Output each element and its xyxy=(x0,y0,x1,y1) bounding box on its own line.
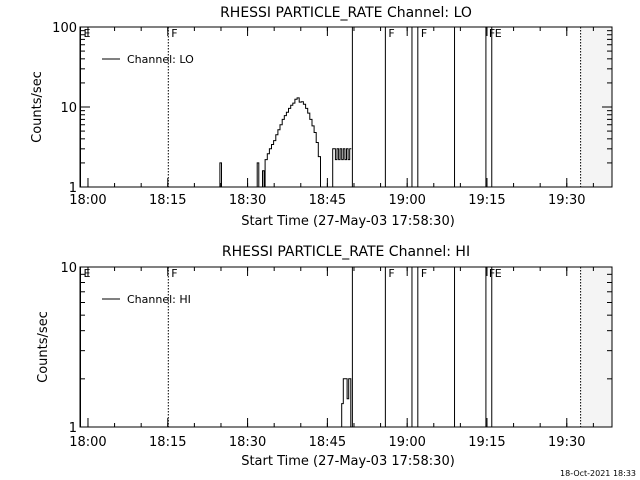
x-tick-label: 19:15 xyxy=(468,435,505,450)
x-tick-label: 19:30 xyxy=(548,193,585,208)
y-tick-label: 100 xyxy=(52,21,77,36)
x-tick-label: 18:15 xyxy=(149,435,186,450)
panel-hi: RHESSI PARTICLE_RATE Channel: HI 1 10 18:00… xyxy=(36,244,613,469)
event-marker-label-8: E xyxy=(495,267,502,280)
y-tick-label: 10 xyxy=(60,261,77,276)
y-tick-label: 1 xyxy=(69,181,77,196)
event-marker-label-5: F xyxy=(421,27,427,40)
event-marker-label-3: F xyxy=(388,27,394,40)
event-marker-label-1: F xyxy=(171,267,177,280)
x-axis-title: Start Time (27-May-03 17:58:30) xyxy=(241,454,455,469)
event-marker-label-0: E xyxy=(84,27,91,40)
x-tick-label: 18:15 xyxy=(149,193,186,208)
y-tick-label: 1 xyxy=(69,421,77,436)
x-tick-label: 18:00 xyxy=(69,435,106,450)
footer-timestamp: 18-Oct-2021 18:33 xyxy=(560,469,636,478)
y-axis-title: Counts/sec xyxy=(30,71,45,143)
x-tick-label: 18:45 xyxy=(309,435,346,450)
shaded-region xyxy=(580,267,612,427)
event-marker-label-1: F xyxy=(171,27,177,40)
event-marker-label-8: E xyxy=(495,27,502,40)
x-tick-label: 19:15 xyxy=(468,193,505,208)
x-axis-title: Start Time (27-May-03 17:58:30) xyxy=(241,214,455,229)
x-tick-label: 19:00 xyxy=(388,193,425,208)
x-tick-label: 18:00 xyxy=(69,193,106,208)
plot-frame xyxy=(79,26,613,188)
x-tick-label: 19:30 xyxy=(548,435,585,450)
chart-title: RHESSI PARTICLE_RATE Channel: HI xyxy=(222,244,470,260)
x-tick-label: 18:30 xyxy=(229,435,266,450)
panel-lo: RHESSI PARTICLE_RATE Channel: LO 1 10 100 18… xyxy=(30,5,613,229)
chart-title: RHESSI PARTICLE_RATE Channel: LO xyxy=(220,5,472,21)
series-line-0 xyxy=(341,378,352,427)
plot-frame xyxy=(79,266,613,428)
event-marker-label-3: F xyxy=(388,267,394,280)
event-marker-label-0: E xyxy=(84,267,91,280)
x-tick-label: 19:00 xyxy=(388,435,425,450)
x-tick-label: 18:30 xyxy=(229,193,266,208)
y-axis-title: Counts/sec xyxy=(36,311,51,383)
x-tick-label: 18:45 xyxy=(309,193,346,208)
y-tick-label: 10 xyxy=(60,101,77,116)
legend-label: Channel: HI xyxy=(127,293,191,306)
legend-label: Channel: LO xyxy=(127,53,194,66)
series-line-0 xyxy=(219,97,352,188)
event-marker-label-5: F xyxy=(421,267,427,280)
